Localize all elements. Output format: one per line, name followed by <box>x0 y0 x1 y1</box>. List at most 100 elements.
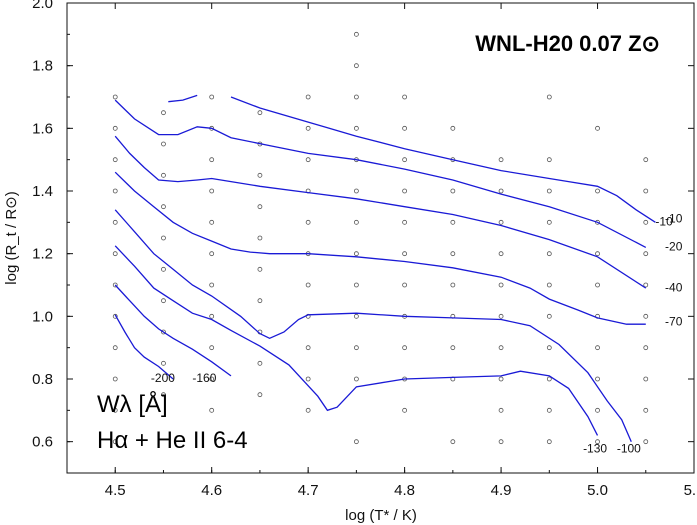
y-tick-label: 1.6 <box>32 120 53 137</box>
grid-point <box>353 219 359 225</box>
grid-point <box>257 298 263 304</box>
grid-point <box>402 94 408 100</box>
grid-point <box>209 313 215 319</box>
x-tick-label: 4.5 <box>105 482 126 499</box>
grid-point <box>257 235 263 241</box>
grid-point <box>305 345 311 351</box>
y-tick-label: 0.6 <box>32 434 53 451</box>
grid-point <box>402 157 408 163</box>
grid-point <box>257 266 263 272</box>
grid-point <box>402 345 408 351</box>
grid-point <box>353 376 359 382</box>
chart-title: WNL-H20 0.07 Z⊙ <box>475 31 660 56</box>
grid-point <box>112 439 118 445</box>
grid-point <box>643 313 649 319</box>
grid-point <box>546 439 552 445</box>
grid-point <box>450 282 456 288</box>
grid-point <box>546 376 552 382</box>
grid-point <box>643 188 649 194</box>
model-grid-points <box>112 31 649 445</box>
grid-point <box>209 282 215 288</box>
grid-point <box>112 282 118 288</box>
grid-point <box>161 266 166 272</box>
grid-point <box>498 439 504 445</box>
x-tick-label: 4.9 <box>491 482 512 499</box>
grid-point <box>450 345 456 351</box>
grid-point <box>595 125 600 131</box>
grid-point <box>498 282 504 288</box>
grid-point <box>209 407 215 413</box>
grid-point <box>498 157 504 163</box>
y-tick-label: 1.8 <box>32 58 53 75</box>
grid-point <box>546 313 552 319</box>
grid-point <box>353 31 359 37</box>
grid-point <box>402 188 408 194</box>
grid-point <box>595 439 600 445</box>
grid-point <box>353 63 359 69</box>
grid-point <box>450 188 456 194</box>
contour-line <box>114 135 647 289</box>
grid-point <box>209 188 215 194</box>
grid-point <box>112 251 118 257</box>
grid-point <box>209 251 215 257</box>
grid-point <box>402 407 408 413</box>
contour-line <box>114 284 232 377</box>
grid-point <box>498 376 504 382</box>
grid-point <box>161 172 166 178</box>
grid-point <box>353 282 359 288</box>
grid-point <box>257 360 263 366</box>
grid-point <box>546 219 552 225</box>
grid-point <box>353 251 359 257</box>
grid-point <box>546 345 552 351</box>
grid-point <box>546 157 552 163</box>
grid-point <box>353 125 359 131</box>
grid-point <box>595 282 600 288</box>
y-tick-label: 1.2 <box>32 246 53 263</box>
contour-line <box>230 96 656 223</box>
grid-point <box>402 282 408 288</box>
grid-point <box>112 219 118 225</box>
grid-point <box>209 157 215 163</box>
contour-lines <box>114 94 656 442</box>
grid-point <box>498 188 504 194</box>
contour-label: -70 <box>665 315 683 329</box>
grid-point <box>450 251 456 257</box>
grid-point <box>402 251 408 257</box>
grid-point <box>161 392 166 398</box>
grid-point <box>112 94 118 100</box>
grid-point <box>643 407 649 413</box>
annotation-line-2: Hα + He II 6-4 <box>97 427 248 454</box>
grid-point <box>112 188 118 194</box>
grid-point <box>305 157 311 163</box>
grid-point <box>546 251 552 257</box>
grid-point <box>112 313 118 319</box>
grid-point <box>161 141 166 147</box>
grid-point <box>353 94 359 100</box>
grid-point <box>112 407 118 413</box>
annotation-line-1: Wλ [Å] <box>97 390 168 418</box>
contour-labels: -10-10 -20 -40 -70 -100 -130 -160 -200 <box>151 211 683 455</box>
y-tick-label: 2.0 <box>32 0 53 12</box>
grid-point <box>498 345 504 351</box>
contour-label: -20 <box>665 240 683 254</box>
contour-line <box>168 94 198 103</box>
grid-point <box>643 219 649 225</box>
grid-point <box>450 219 456 225</box>
grid-point <box>643 157 649 163</box>
grid-point <box>305 282 311 288</box>
grid-point <box>161 360 166 366</box>
grid-point <box>546 282 552 288</box>
grid-point <box>209 376 215 382</box>
grid-point <box>643 345 649 351</box>
plot-frame <box>66 2 695 474</box>
contour-line <box>114 209 632 442</box>
y-tick-label: 1.4 <box>32 183 53 200</box>
grid-point <box>161 235 166 241</box>
x-tick-label: 5.0 <box>587 482 608 499</box>
grid-point <box>643 282 649 288</box>
grid-point <box>257 204 263 210</box>
grid-point <box>595 251 600 257</box>
grid-point <box>305 376 311 382</box>
contour-line <box>114 245 599 436</box>
x-tick-label: 5.1 <box>684 482 697 499</box>
